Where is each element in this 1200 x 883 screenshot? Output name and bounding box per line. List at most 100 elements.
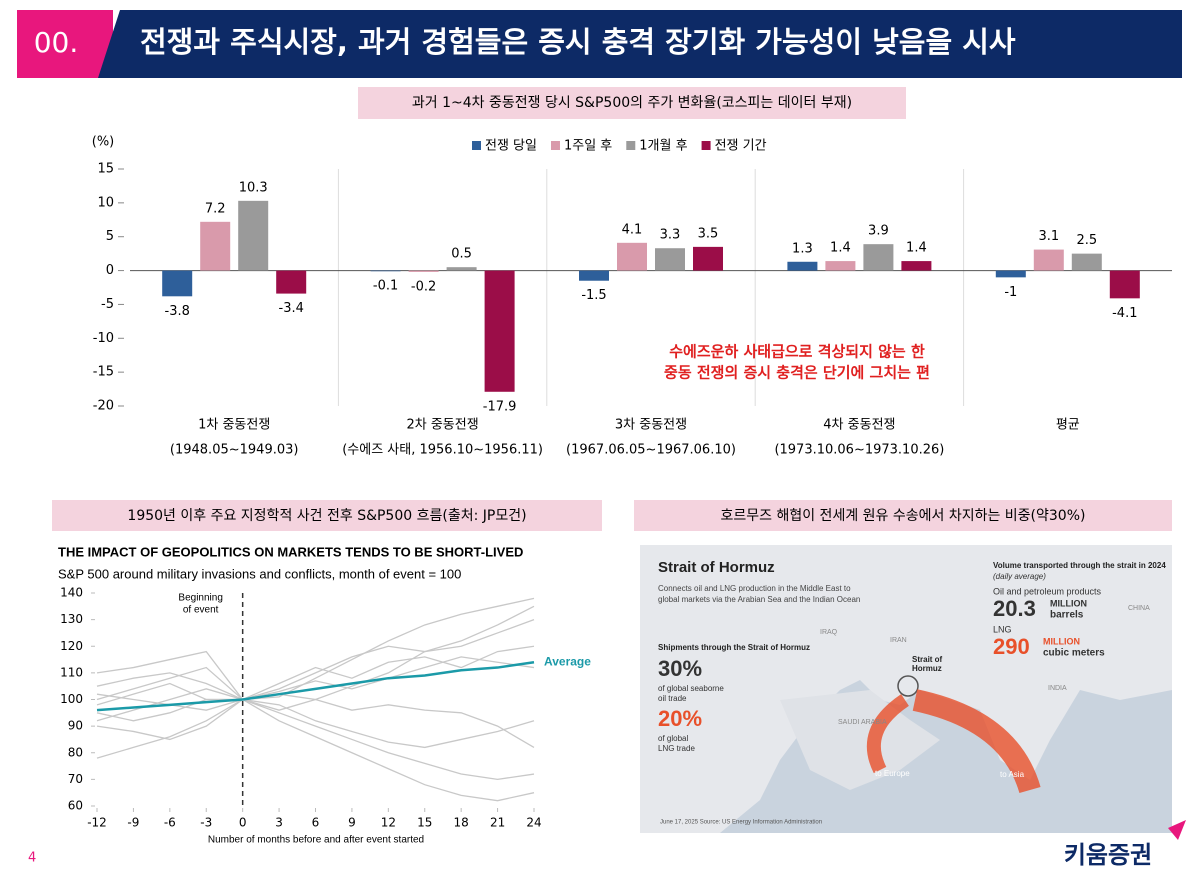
map-text: Hormuz xyxy=(912,664,942,673)
event-series-line xyxy=(96,645,535,722)
bar xyxy=(370,270,401,272)
bar xyxy=(200,221,231,271)
value-label: 4.1 xyxy=(622,222,643,237)
country: IRAQ xyxy=(820,629,838,636)
map-stat: 30% xyxy=(658,656,702,681)
chart-subtitle: S&P 500 around military invasions and co… xyxy=(58,566,461,581)
bar xyxy=(787,261,818,271)
x-tick-label: -12 xyxy=(87,816,107,830)
map-footer: June 17, 2025 Source: US Energy Informat… xyxy=(660,820,822,826)
bar xyxy=(579,270,609,281)
country: IRAN xyxy=(890,637,907,644)
number-box xyxy=(17,10,113,78)
panel-title: 과거 1~4차 중동전쟁 당시 S&P500의 주가 변화율(코스피는 데이터 … xyxy=(412,95,852,111)
map-text: MILLION xyxy=(1043,636,1080,646)
value-label: 3.5 xyxy=(698,226,719,241)
panel-title-box xyxy=(52,500,602,531)
legend-swatch xyxy=(701,141,711,150)
value-label: 3.3 xyxy=(660,228,681,243)
x-tick-sublabel: (1948.05~1949.03) xyxy=(170,443,299,458)
x-axis-label: Number of months before and after event … xyxy=(208,835,424,846)
bar xyxy=(655,248,685,271)
y-tick-label: 70 xyxy=(68,772,83,786)
legend-swatch xyxy=(472,141,481,150)
panel-title: 1950년 이후 주요 지정학적 사건 전후 S&P500 흐름(출처: JP모… xyxy=(127,508,526,524)
country: CHINA xyxy=(1128,605,1150,612)
legend-label: 전쟁 기간 xyxy=(715,139,767,154)
value-label: 10.3 xyxy=(239,180,268,195)
x-tick-sublabel: (1973.10.06~1973.10.26) xyxy=(774,443,944,458)
y-tick-label: 5 xyxy=(106,229,114,244)
x-tick-label: 15 xyxy=(417,816,432,830)
country: INDIA xyxy=(1048,685,1067,692)
map-stat: 290 xyxy=(993,634,1030,659)
x-tick-label: -9 xyxy=(127,816,139,830)
bar xyxy=(863,244,894,271)
x-tick-label: 9 xyxy=(348,816,356,830)
event-series-line xyxy=(96,597,535,701)
x-tick-label: 21 xyxy=(490,816,505,830)
chart-title: THE IMPACT OF GEOPOLITICS ON MARKETS TEN… xyxy=(58,544,523,559)
x-tick-label: 3 xyxy=(275,816,283,830)
average-line xyxy=(96,660,535,712)
y-tick-label: 80 xyxy=(68,745,83,759)
bar xyxy=(446,267,477,271)
map-land xyxy=(780,690,940,790)
map-text: MILLION xyxy=(1050,598,1087,608)
y-tick-label: 0 xyxy=(106,263,114,278)
logo-mark xyxy=(1168,820,1186,840)
panel-title-box xyxy=(634,500,1172,531)
x-tick-label: 4차 중동전쟁 xyxy=(823,418,895,433)
y-tick-label: 10 xyxy=(97,195,114,210)
value-label: -3.4 xyxy=(279,301,304,316)
panel-title-box xyxy=(358,87,906,119)
value-label: -1 xyxy=(1004,285,1017,300)
value-label: 3.1 xyxy=(1038,229,1059,244)
value-label: -0.1 xyxy=(373,279,398,294)
x-tick-label: 6 xyxy=(312,816,320,830)
x-tick-label: 24 xyxy=(526,816,541,830)
header-number: 00. xyxy=(34,26,79,59)
bar xyxy=(901,261,932,271)
annotation: 중동 전쟁의 증시 충격은 단기에 그치는 편 xyxy=(664,364,930,382)
map-text: (daily average) xyxy=(993,572,1046,581)
bar xyxy=(825,261,856,271)
y-tick-label: 90 xyxy=(68,719,83,733)
legend-swatch xyxy=(550,141,560,150)
value-label: 2.5 xyxy=(1076,233,1097,248)
map-text: Oil and petroleum products xyxy=(993,586,1102,596)
x-tick-label: -6 xyxy=(164,816,176,830)
x-tick-label: -3 xyxy=(200,816,212,830)
header-title: 전쟁과 주식시장, 과거 경험들은 증시 충격 장기화 가능성이 낮음을 시사 xyxy=(140,25,1016,59)
value-label: 1.4 xyxy=(906,241,927,256)
value-label: 7.2 xyxy=(205,201,226,216)
value-label: -4.1 xyxy=(1112,306,1137,321)
y-tick-label: 15 xyxy=(97,162,114,177)
map-text: LNG trade xyxy=(658,744,695,753)
panel-title: 호르무즈 해협이 전세계 원유 수송에서 차지하는 비중(약30%) xyxy=(721,508,1086,524)
x-tick-label: 1차 중동전쟁 xyxy=(198,418,270,433)
y-axis-label: (%) xyxy=(92,135,115,150)
legend-label: 1주일 후 xyxy=(564,139,612,154)
series-label: Average xyxy=(544,654,591,668)
bar xyxy=(1109,270,1140,299)
y-tick-label: 120 xyxy=(60,639,83,653)
page-number: 4 xyxy=(28,851,36,866)
event-series-line xyxy=(96,656,535,701)
y-tick-label: 100 xyxy=(60,692,83,706)
bar xyxy=(617,242,647,271)
bar xyxy=(238,200,269,271)
y-tick-label: -15 xyxy=(93,365,114,380)
legend-label: 전쟁 당일 xyxy=(485,139,537,154)
map-text: to Asia xyxy=(1000,770,1025,779)
strait-marker xyxy=(897,675,919,697)
event-series-line xyxy=(96,682,535,802)
value-label: -1.5 xyxy=(581,288,606,303)
map-text: of global xyxy=(658,734,688,743)
map-text: oil trade xyxy=(658,694,687,703)
x-tick-label: 2차 중동전쟁 xyxy=(406,418,478,433)
map-text: Strait of xyxy=(912,655,943,664)
y-tick-label: 140 xyxy=(60,586,83,600)
x-tick-sublabel: (1967.06.05~1967.06.10) xyxy=(566,443,736,458)
